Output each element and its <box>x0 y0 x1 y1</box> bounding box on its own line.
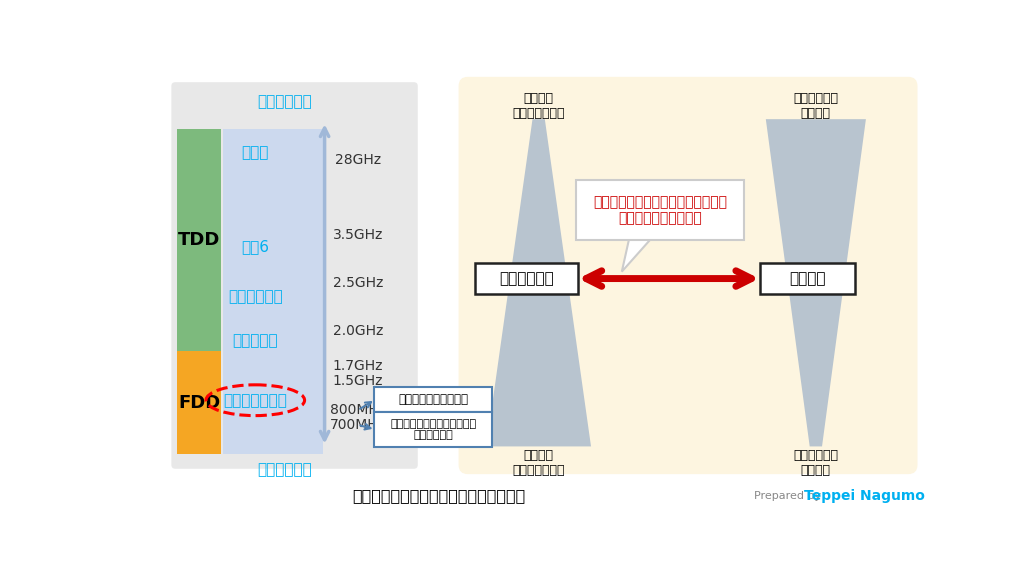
FancyBboxPatch shape <box>475 263 578 294</box>
FancyBboxPatch shape <box>374 387 493 412</box>
FancyBboxPatch shape <box>374 412 493 447</box>
Text: 3.5GHz: 3.5GHz <box>333 228 383 242</box>
Text: ローバンド: ローバンド <box>232 333 279 348</box>
Text: サプ6: サプ6 <box>242 238 269 253</box>
FancyBboxPatch shape <box>177 351 221 454</box>
Polygon shape <box>766 119 866 446</box>
Polygon shape <box>622 237 652 272</box>
Text: 障害物で
遥断されやすい: 障害物で 遥断されやすい <box>512 92 565 120</box>
Text: 2.5GHz: 2.5GHz <box>333 276 383 290</box>
FancyBboxPatch shape <box>171 82 418 469</box>
Text: TDD: TDD <box>178 231 220 249</box>
Text: スループット
＜遅い＞: スループット ＜遅い＞ <box>794 449 839 478</box>
Text: 周波数＜高＞: 周波数＜高＞ <box>257 94 312 109</box>
Text: 800MHz: 800MHz <box>330 403 386 417</box>
FancyBboxPatch shape <box>177 129 221 351</box>
Text: 1.5GHz: 1.5GHz <box>333 374 383 388</box>
Text: 周波数＜低＞: 周波数＜低＞ <box>257 462 312 477</box>
Text: Teppei Nagumo: Teppei Nagumo <box>804 488 926 503</box>
Text: Prepared by: Prepared by <box>755 491 821 501</box>
Text: 電波が広く飛びやすい: 電波が広く飛びやすい <box>398 393 468 406</box>
Text: 図：周波数の違いによる電波特性の違い: 図：周波数の違いによる電波特性の違い <box>352 488 525 503</box>
Text: 電波の透過性: 電波の透過性 <box>499 271 554 286</box>
Text: 700MHz: 700MHz <box>330 418 386 432</box>
FancyBboxPatch shape <box>459 77 918 474</box>
Text: 通信速度: 通信速度 <box>790 271 825 286</box>
FancyBboxPatch shape <box>760 263 855 294</box>
Text: 1.7GHz: 1.7GHz <box>333 359 383 373</box>
Text: プラチナバンド: プラチナバンド <box>223 393 288 408</box>
FancyBboxPatch shape <box>223 129 323 454</box>
Text: 28GHz: 28GHz <box>335 153 381 167</box>
Text: スループット
＜速い＞: スループット ＜速い＞ <box>794 92 839 120</box>
Text: FDD: FDD <box>178 393 220 411</box>
Text: 障害物で
遥断されにくい: 障害物で 遥断されにくい <box>512 449 565 478</box>
FancyBboxPatch shape <box>577 180 744 240</box>
Text: 2.0GHz: 2.0GHz <box>333 324 383 338</box>
Text: 「広いエリア」と「速い通信速度」
は同時に成り立たない: 「広いエリア」と「速い通信速度」 は同時に成り立たない <box>593 195 727 225</box>
Text: 帯域が狭く、高い通信速度が
期待できない: 帯域が狭く、高い通信速度が 期待できない <box>390 419 476 440</box>
Text: ミッドバンド: ミッドバンド <box>228 289 283 304</box>
Text: ミリ波: ミリ波 <box>242 145 269 160</box>
Polygon shape <box>486 119 591 446</box>
